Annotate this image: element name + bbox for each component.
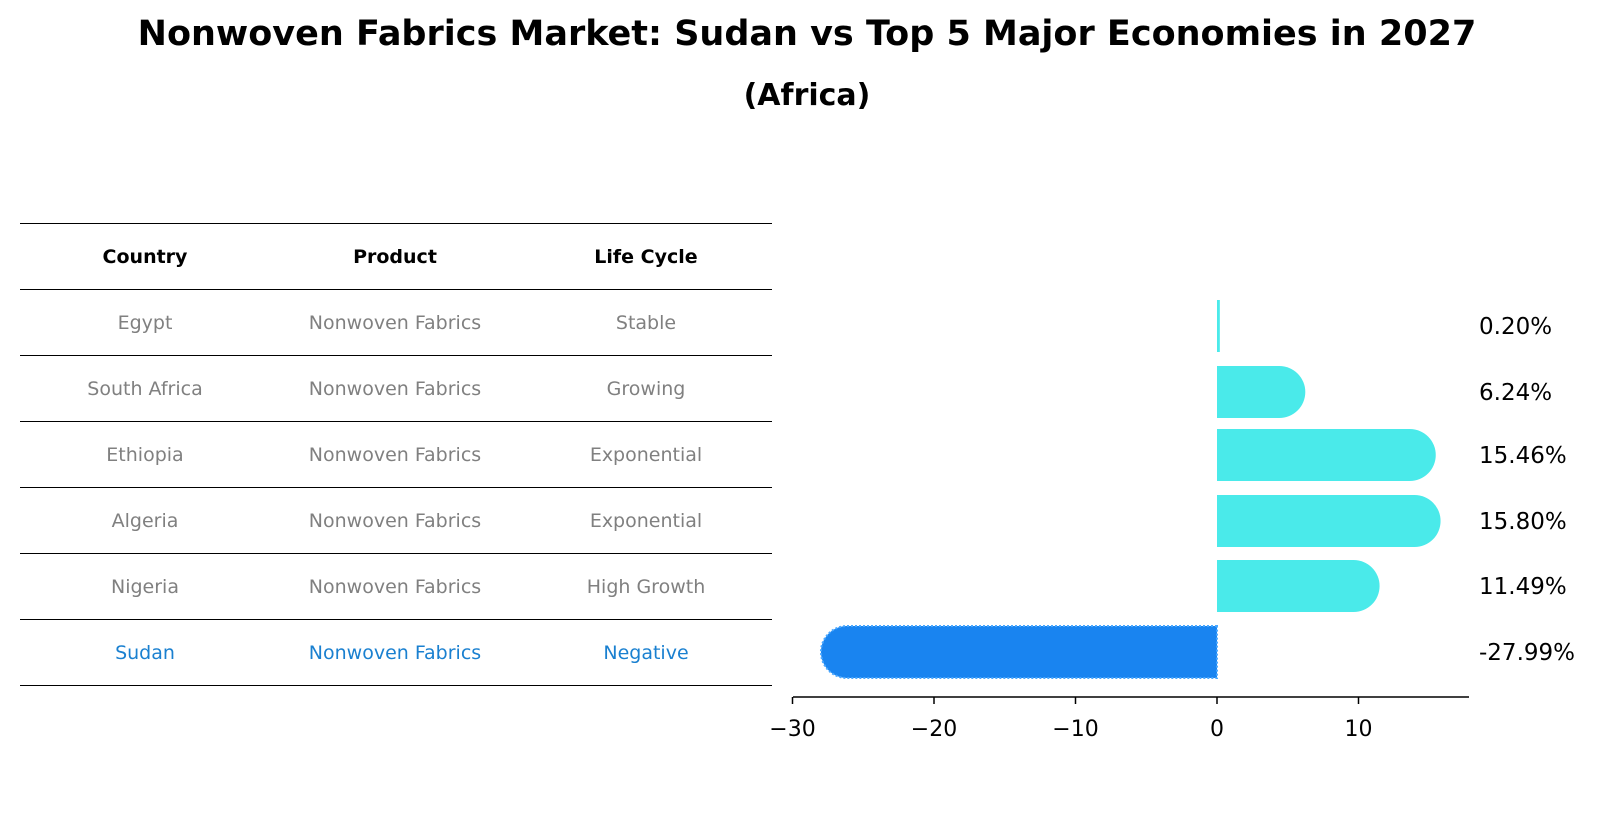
value-label: 6.24%	[1479, 380, 1552, 406]
comparison-table: Country Product Life Cycle Egypt Nonwove…	[20, 223, 772, 686]
bar-algeria	[1217, 495, 1441, 547]
table-header-row: Country Product Life Cycle	[20, 223, 772, 289]
value-label: -27.99%	[1479, 640, 1575, 666]
cell-country: Ethiopia	[106, 444, 184, 466]
cell-life-cycle: Negative	[603, 642, 689, 664]
table-row: Ethiopia Nonwoven Fabrics Exponential	[20, 421, 772, 487]
bar-south-africa	[1217, 366, 1306, 418]
bar-group	[819, 300, 1441, 679]
bar-ethiopia	[1217, 429, 1436, 481]
cell-product: Nonwoven Fabrics	[308, 312, 482, 334]
cell-country: Egypt	[117, 312, 173, 334]
cell-life-cycle: Exponential	[589, 510, 703, 532]
cell-product: Nonwoven Fabrics	[308, 378, 482, 400]
table-row: Nigeria Nonwoven Fabrics High Growth	[20, 553, 772, 619]
cell-life-cycle: High Growth	[586, 576, 706, 598]
value-label-group: 0.20% 6.24% 15.46% 15.80% 11.49% -27.99%	[1479, 314, 1575, 666]
cell-life-cycle: Exponential	[589, 444, 703, 466]
header-country: Country	[102, 246, 188, 268]
x-tick-label: 10	[1345, 717, 1373, 742]
cell-product: Nonwoven Fabrics	[308, 444, 482, 466]
bar-egypt	[1217, 300, 1220, 352]
value-label: 15.46%	[1479, 443, 1567, 469]
cell-life-cycle: Stable	[615, 312, 677, 334]
cell-product: Nonwoven Fabrics	[308, 510, 482, 532]
x-axis: −30 −20 −10 0 10	[769, 696, 1469, 742]
cell-life-cycle: Growing	[606, 378, 686, 400]
chart-title: Nonwoven Fabrics Market: Sudan vs Top 5 …	[137, 14, 1477, 54]
bar-nigeria	[1217, 560, 1380, 612]
cell-country: Nigeria	[111, 576, 179, 598]
header-life-cycle: Life Cycle	[594, 246, 698, 268]
bar-sudan	[819, 625, 1218, 679]
chart-subtitle: (Africa)	[743, 78, 871, 113]
header-product: Product	[353, 246, 437, 268]
cell-product: Nonwoven Fabrics	[308, 576, 482, 598]
cell-country: Algeria	[111, 510, 179, 532]
value-label: 15.80%	[1479, 509, 1567, 535]
table-row-highlight: Sudan Nonwoven Fabrics Negative	[20, 619, 772, 686]
x-tick-label: −30	[769, 717, 815, 742]
table-row: South Africa Nonwoven Fabrics Growing	[20, 355, 772, 421]
value-label: 0.20%	[1479, 314, 1552, 340]
cell-country: Sudan	[115, 642, 175, 664]
cell-product: Nonwoven Fabrics	[308, 642, 482, 664]
value-label: 11.49%	[1479, 574, 1567, 600]
x-tick-label: 0	[1210, 717, 1224, 742]
table-row: Algeria Nonwoven Fabrics Exponential	[20, 487, 772, 553]
x-tick-label: −20	[911, 717, 957, 742]
table-row: Egypt Nonwoven Fabrics Stable	[20, 289, 772, 355]
x-tick-label: −10	[1052, 717, 1098, 742]
cell-country: South Africa	[87, 378, 203, 400]
